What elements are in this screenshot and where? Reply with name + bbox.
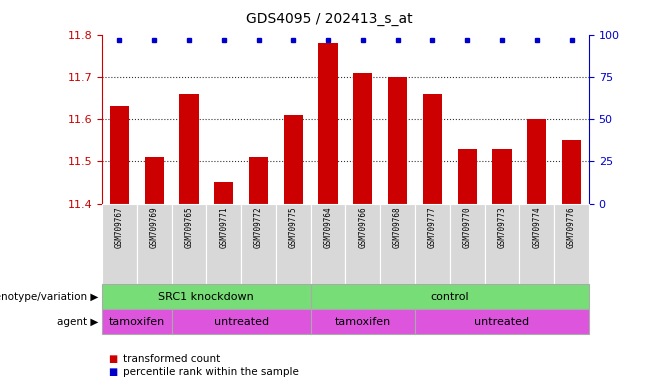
Text: percentile rank within the sample: percentile rank within the sample	[123, 367, 299, 377]
Text: GSM709774: GSM709774	[532, 206, 542, 248]
Bar	[484, 204, 519, 284]
Bar	[214, 182, 234, 204]
Text: GSM709766: GSM709766	[359, 206, 367, 248]
Bar	[311, 284, 589, 309]
Text: tamoxifen: tamoxifen	[109, 316, 165, 327]
Text: untreated: untreated	[474, 316, 530, 327]
Bar	[276, 204, 311, 284]
Bar	[554, 204, 589, 284]
Text: GSM709764: GSM709764	[324, 206, 332, 248]
Bar	[457, 149, 477, 204]
Text: tamoxifen: tamoxifen	[335, 316, 391, 327]
Bar	[180, 94, 199, 204]
Text: GSM709772: GSM709772	[254, 206, 263, 248]
Bar	[562, 140, 581, 204]
Text: untreated: untreated	[214, 316, 268, 327]
Bar	[492, 149, 511, 204]
Bar	[145, 157, 164, 204]
Text: ■: ■	[109, 367, 118, 377]
Text: GSM709777: GSM709777	[428, 206, 437, 248]
Text: GSM709769: GSM709769	[149, 206, 159, 248]
Bar	[172, 204, 207, 284]
Text: control: control	[430, 291, 469, 302]
Bar	[207, 204, 241, 284]
Bar	[110, 106, 129, 204]
Text: GSM709770: GSM709770	[463, 206, 472, 248]
Bar	[172, 309, 311, 334]
Bar	[450, 204, 484, 284]
Text: SRC1 knockdown: SRC1 knockdown	[159, 291, 254, 302]
Bar	[353, 73, 372, 204]
Bar	[519, 204, 554, 284]
Bar	[249, 157, 268, 204]
Bar	[415, 204, 450, 284]
Text: GDS4095 / 202413_s_at: GDS4095 / 202413_s_at	[245, 12, 413, 25]
Bar	[137, 204, 172, 284]
Text: GSM709768: GSM709768	[393, 206, 402, 248]
Bar	[284, 115, 303, 204]
Text: ■: ■	[109, 354, 118, 364]
Bar	[241, 204, 276, 284]
Bar	[527, 119, 546, 204]
Text: GSM709767: GSM709767	[115, 206, 124, 248]
Bar	[388, 77, 407, 204]
Text: GSM709773: GSM709773	[497, 206, 507, 248]
Text: GSM709775: GSM709775	[289, 206, 298, 248]
Bar	[311, 309, 415, 334]
Bar	[102, 204, 137, 284]
Text: agent ▶: agent ▶	[57, 316, 99, 327]
Text: GSM709765: GSM709765	[184, 206, 193, 248]
Text: genotype/variation ▶: genotype/variation ▶	[0, 291, 99, 302]
Bar	[380, 204, 415, 284]
Text: transformed count: transformed count	[123, 354, 220, 364]
Bar	[415, 309, 589, 334]
Text: GSM709776: GSM709776	[567, 206, 576, 248]
Bar	[102, 284, 311, 309]
Bar	[423, 94, 442, 204]
Bar	[311, 204, 345, 284]
Text: GSM709771: GSM709771	[219, 206, 228, 248]
Bar	[102, 309, 172, 334]
Bar	[318, 43, 338, 204]
Bar	[345, 204, 380, 284]
